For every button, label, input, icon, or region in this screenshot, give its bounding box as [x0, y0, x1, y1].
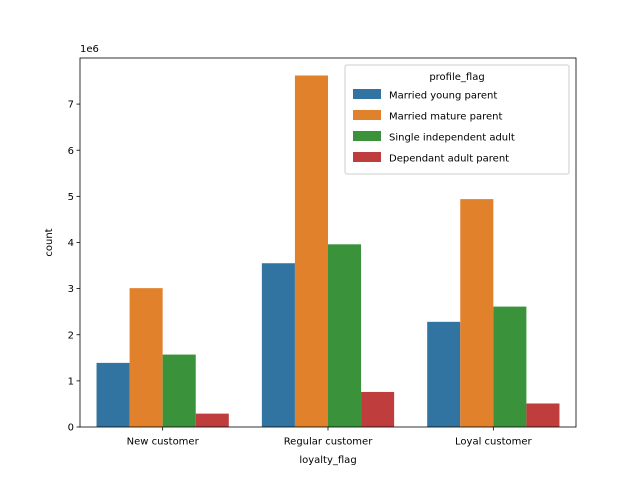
bar-dependant-adult-parent-loyal-customer: [526, 403, 560, 427]
legend-swatch: [353, 89, 381, 99]
legend: profile_flag Married young parent Married…: [344, 64, 570, 175]
bar-married-mature-parent-regular-customer: [294, 75, 328, 428]
legend-entry-label: Dependant adult parent: [389, 154, 509, 165]
bar-dependant-adult-parent-new-customer: [195, 413, 229, 427]
y-axis-multiplier: 1e6: [80, 44, 99, 55]
y-tick-label: 4: [68, 238, 74, 249]
bar-single-independent-adult-loyal-customer: [493, 306, 527, 427]
y-tick-label: 5: [68, 192, 74, 203]
x-axis-ticks: New customer Regular customer Loyal custom…: [127, 427, 533, 448]
legend-swatch: [353, 110, 381, 120]
y-tick-label: 0: [68, 423, 74, 434]
y-axis-ticks: 0 1 2 3 4 5 6 7: [68, 100, 80, 434]
bar-married-young-parent-regular-customer: [261, 263, 295, 427]
bar-married-mature-parent-loyal-customer: [460, 199, 494, 427]
x-tick-label: Regular customer: [284, 437, 374, 448]
legend-entry-label: Married young parent: [389, 91, 497, 102]
y-tick-label: 1: [68, 376, 74, 387]
bar-married-young-parent-loyal-customer: [427, 321, 461, 427]
x-tick-label: New customer: [127, 437, 200, 448]
bar-married-mature-parent-new-customer: [129, 288, 163, 427]
x-tick-label: Loyal customer: [455, 437, 532, 448]
y-axis-label: count: [44, 228, 55, 256]
x-axis-label: loyalty_flag: [299, 455, 356, 466]
bar-dependant-adult-parent-regular-customer: [361, 391, 395, 427]
legend-entry-label: Married mature parent: [389, 112, 502, 123]
bars-group: [96, 75, 560, 428]
legend-title: profile_flag: [429, 72, 484, 83]
legend-entry-label: Single independent adult: [389, 133, 515, 144]
legend-swatch: [353, 152, 381, 162]
legend-box: [344, 64, 570, 175]
y-tick-label: 6: [68, 146, 74, 157]
y-tick-label: 7: [68, 100, 74, 111]
bar-married-young-parent-new-customer: [96, 362, 130, 427]
y-tick-label: 3: [68, 284, 74, 295]
legend-swatch: [353, 131, 381, 141]
y-tick-label: 2: [68, 330, 74, 341]
bar-single-independent-adult-new-customer: [162, 354, 196, 427]
bar-single-independent-adult-regular-customer: [328, 244, 362, 427]
